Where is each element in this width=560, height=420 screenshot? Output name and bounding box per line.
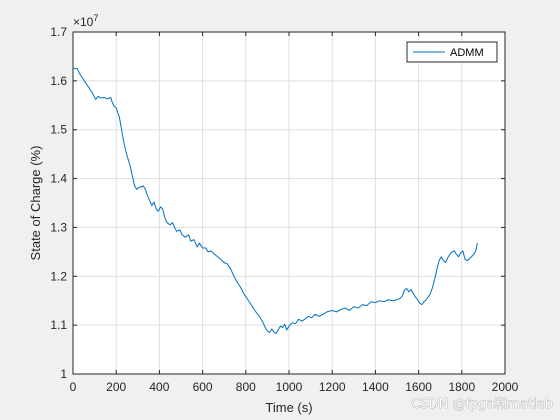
y-exponent-label: ×107: [73, 13, 98, 29]
watermark: CSDN @fpga和matlab: [411, 397, 553, 412]
x-tick-label: 600: [193, 380, 213, 394]
axes: [72, 31, 506, 375]
y-tick-label: 1.3: [50, 220, 67, 234]
x-tick-label: 400: [149, 380, 169, 394]
legend: ADMM: [406, 41, 498, 63]
y-tick-label: 1: [60, 367, 67, 381]
series-line: [73, 68, 478, 334]
x-tick-label: 1600: [405, 380, 432, 394]
x-tick-label: 2000: [492, 380, 519, 394]
x-tick-label: 1200: [319, 380, 346, 394]
y-tick-label: 1.7: [50, 25, 67, 39]
y-tick-label: 1.4: [50, 172, 67, 186]
x-tick-label: 1000: [276, 380, 303, 394]
x-tick-label: 800: [236, 380, 256, 394]
x-tick-label: 200: [106, 380, 126, 394]
y-tick-label: 1.5: [50, 123, 67, 137]
axes-box: [72, 31, 506, 375]
y-tick-label: 1.1: [50, 318, 67, 332]
y-tick-label: 1.6: [50, 74, 67, 88]
tick-labels: 0 200 400 600 800 1000 1200 1400 1600 1800 2000 1 1.…: [50, 25, 518, 394]
y-tick-label: 1.2: [50, 269, 67, 283]
legend-box: [406, 41, 498, 63]
series-lines: [73, 68, 478, 334]
legend-label: ADMM: [450, 47, 484, 59]
x-tick-label: 1800: [448, 380, 475, 394]
y-axis-label: State of Charge (%): [28, 146, 43, 261]
x-tick-label: 1400: [362, 380, 389, 394]
x-axis-label: Time (s): [265, 400, 312, 415]
x-tick-label: 0: [70, 380, 77, 394]
